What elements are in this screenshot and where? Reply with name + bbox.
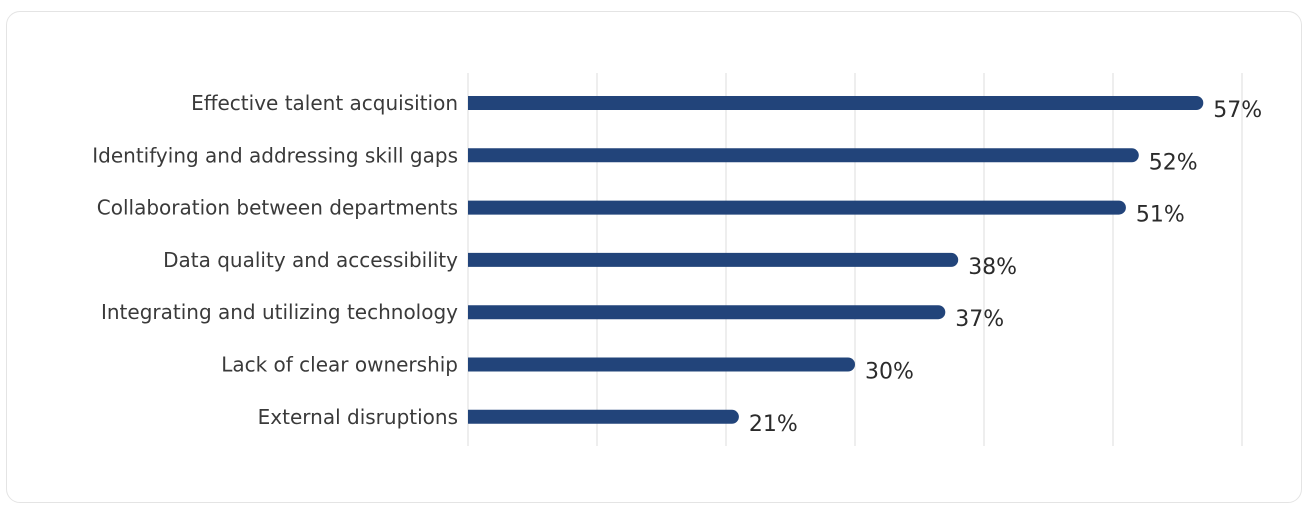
value-label: 51% [1136,203,1185,228]
value-label: 57% [1213,98,1262,123]
category-label: External disruptions [258,405,458,429]
bar [468,200,1126,215]
category-label: Integrating and utilizing technology [101,300,458,324]
bar [468,409,739,424]
category-labels: Effective talent acquisition Identifying … [92,91,458,429]
value-label: 21% [749,412,798,437]
bar [468,148,1139,163]
category-label: Lack of clear ownership [221,353,458,377]
value-labels: 57% 52% 51% 38% 37% 30% 21% [749,98,1262,437]
category-label: Data quality and accessibility [163,248,458,272]
bars [468,96,1204,424]
bar [468,96,1204,111]
category-label: Identifying and addressing skill gaps [92,143,458,167]
category-label: Effective talent acquisition [191,91,458,115]
value-label: 37% [955,307,1004,332]
value-label: 38% [968,255,1017,280]
bar [468,357,855,372]
value-label: 30% [865,360,914,385]
bar [468,305,946,320]
category-label: Collaboration between departments [97,196,458,220]
value-label: 52% [1149,150,1198,175]
gridlines [467,73,1243,446]
bar [468,252,959,267]
